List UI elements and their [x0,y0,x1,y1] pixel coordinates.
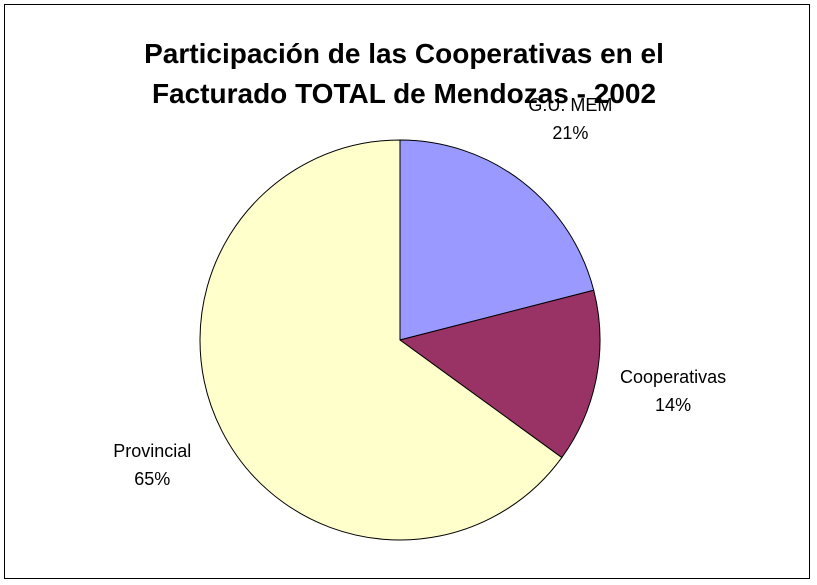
slice-value-label: 65% [134,469,170,489]
chart-title: Participación de las Cooperativas en el … [144,38,664,109]
slice-label: G.U. MEM [528,95,612,115]
pie-slice [399,139,595,341]
pie-slice [199,139,563,541]
slice-label: Cooperativas [620,367,726,387]
pie-slice [398,289,601,459]
slice-label: Provincial [113,441,191,461]
slice-value-label: 21% [552,123,588,143]
chart-frame [4,4,810,579]
slice-value-label: 14% [655,395,691,415]
